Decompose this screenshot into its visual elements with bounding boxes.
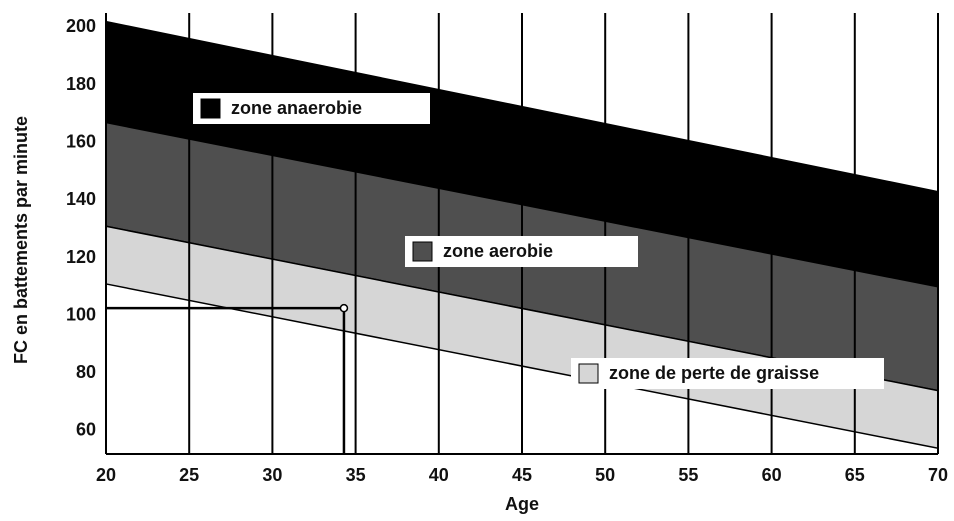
legend-label: zone de perte de graisse [609, 363, 819, 383]
x-tick-label: 25 [179, 465, 199, 485]
legend-swatch [578, 363, 599, 384]
x-tick-label: 20 [96, 465, 116, 485]
y-tick-label: 80 [76, 362, 96, 382]
x-tick-label: 30 [262, 465, 282, 485]
legend-box [571, 358, 884, 389]
x-tick-label: 40 [429, 465, 449, 485]
y-tick-label: 180 [66, 74, 96, 94]
y-tick-label: 140 [66, 189, 96, 209]
x-tick-label: 65 [845, 465, 865, 485]
legend-label: zone aerobie [443, 241, 553, 261]
legend-swatch [200, 98, 221, 119]
y-tick-label: 60 [76, 420, 96, 440]
y-axis-label: FC en battements par minute [11, 116, 31, 364]
x-tick-label: 70 [928, 465, 948, 485]
y-tick-label: 100 [66, 304, 96, 324]
marker-point [339, 303, 349, 313]
legend-label: zone anaerobie [231, 98, 362, 118]
legend-box [405, 236, 638, 267]
y-tick-label: 160 [66, 131, 96, 151]
x-tick-label: 35 [346, 465, 366, 485]
x-tick-label: 50 [595, 465, 615, 485]
x-tick-label: 60 [762, 465, 782, 485]
x-tick-label: 45 [512, 465, 532, 485]
legend-box [193, 93, 430, 124]
legend-swatch [412, 241, 433, 262]
x-tick-label: 55 [678, 465, 698, 485]
y-tick-label: 200 [66, 16, 96, 36]
x-axis-label: Age [505, 494, 539, 514]
y-tick-label: 120 [66, 247, 96, 267]
